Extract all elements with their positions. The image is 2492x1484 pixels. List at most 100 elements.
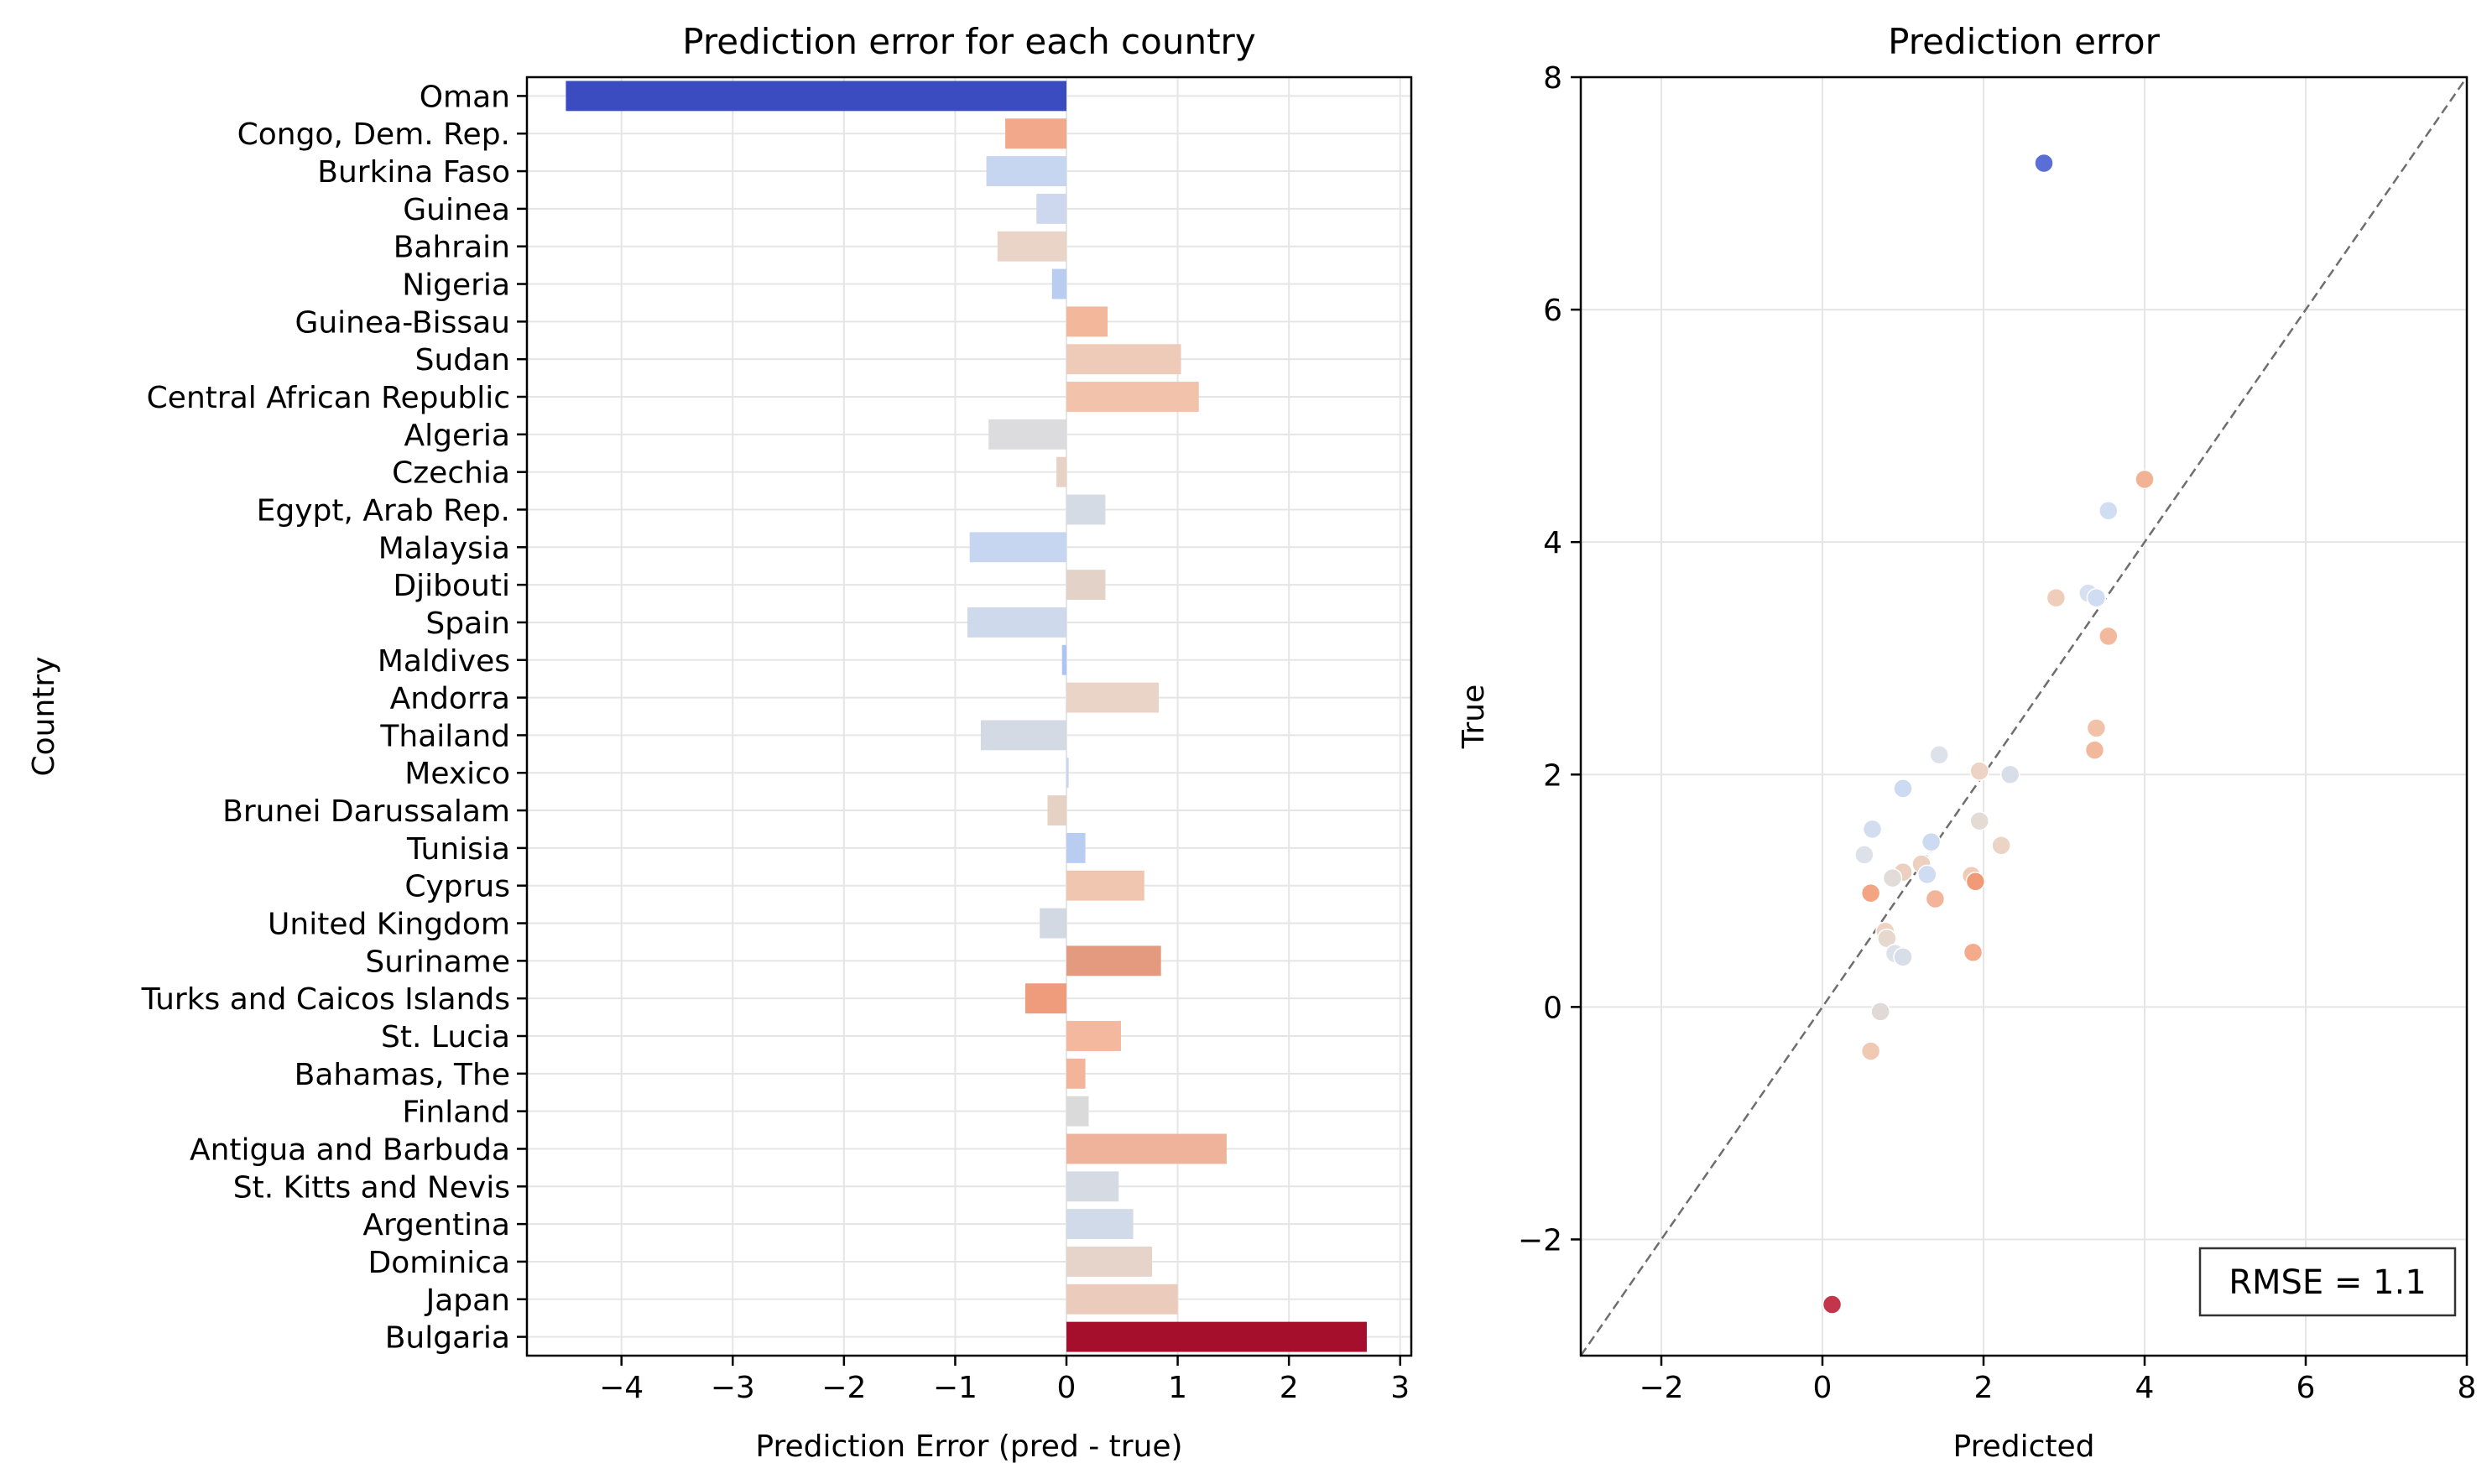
scatter-point: [2086, 718, 2107, 738]
bar: [1066, 344, 1181, 375]
bar: [1066, 570, 1106, 601]
rmse-annotation-box: [2198, 1247, 2457, 1317]
scatter-chart-x-ticks: −2 0 2 4 6 8: [1639, 1356, 2476, 1405]
country-label: Czechia: [392, 456, 510, 491]
country-label: Mexico: [404, 757, 510, 791]
bar-chart-frame: [525, 76, 1413, 1357]
country-label: United Kingdom: [268, 908, 510, 942]
country-label: Finland: [402, 1096, 510, 1130]
x-tick-label: 0: [1813, 1371, 1833, 1405]
bar: [1051, 268, 1067, 299]
bar: [1066, 306, 1108, 337]
bar: [1066, 832, 1086, 863]
country-label: Brunei Darussalam: [222, 794, 510, 829]
bar: [1066, 1209, 1134, 1240]
x-tick-label: −3: [711, 1371, 755, 1405]
y-tick-label: 0: [1543, 991, 1562, 1025]
x-tick-label: −2: [1639, 1371, 1683, 1405]
scatter-point: [2046, 587, 2067, 608]
bar: [1066, 1321, 1367, 1352]
bar: [1061, 644, 1067, 675]
bar: [1066, 1096, 1089, 1127]
bar-chart-bars: [566, 81, 1367, 1352]
x-tick-label: −2: [821, 1371, 866, 1405]
bar: [997, 231, 1067, 262]
scatter-point: [1917, 864, 1937, 885]
scatter-point: [1991, 836, 2011, 856]
country-label: Djibouti: [393, 569, 510, 603]
bar-chart-title: Prediction error for each country: [682, 21, 1255, 62]
bar: [988, 419, 1067, 450]
bar-chart-grid: [527, 77, 1411, 1356]
country-label: Japan: [425, 1284, 510, 1318]
bar: [980, 720, 1067, 751]
country-label: Guinea-Bissau: [295, 305, 510, 340]
scatter-point: [1999, 764, 2020, 785]
y-tick-label: 8: [1543, 61, 1562, 96]
x-tick-label: 2: [1280, 1371, 1299, 1405]
country-label: Argentina: [362, 1208, 510, 1242]
scatter-point: [2098, 501, 2119, 521]
scatter-chart-identity-line: [1579, 76, 2469, 1356]
country-label: Suriname: [365, 945, 510, 979]
rmse-annotation: RMSE = 1.1: [2229, 1263, 2427, 1302]
country-label: Thailand: [379, 719, 510, 753]
country-label: Dominica: [368, 1246, 511, 1280]
bar-chart-y-axis-label: Country: [27, 656, 61, 776]
bar: [1066, 494, 1106, 525]
bar: [1066, 382, 1199, 412]
scatter-point: [1925, 888, 1946, 909]
country-label: Central African Republic: [147, 381, 510, 415]
scatter-point: [1862, 819, 1883, 840]
scatter-point: [1860, 1041, 1881, 1061]
country-label: Bahamas, The: [295, 1058, 510, 1092]
scatter-chart-x-axis-label: Predicted: [1953, 1429, 2095, 1464]
x-tick-label: −1: [933, 1371, 978, 1405]
country-label: Maldives: [378, 644, 510, 679]
bar: [1066, 1171, 1119, 1202]
country-label: Guinea: [403, 193, 510, 227]
scatter-point: [2135, 469, 2155, 490]
bar: [1040, 908, 1067, 939]
bar: [1005, 118, 1067, 149]
x-tick-label: −4: [599, 1371, 644, 1405]
scatter-point: [1877, 928, 1897, 949]
country-label: Sudan: [415, 343, 510, 378]
scatter-point: [2034, 153, 2054, 174]
bar: [1056, 456, 1067, 487]
scatter-chart: −2 0 2 4 6 8 −2 0 2 4 6 8 Prediction error Predict…: [1457, 21, 2476, 1464]
bar: [1066, 758, 1069, 789]
country-label: Egypt, Arab Rep.: [257, 493, 510, 528]
bar: [1066, 1021, 1121, 1051]
scatter-point: [2098, 626, 2119, 647]
country-label: Burkina Faso: [317, 155, 510, 190]
scatter-point: [2084, 740, 2105, 760]
scatter-chart-frame: [1579, 76, 2469, 1357]
country-label: Turks and Caicos Islands: [141, 982, 510, 1017]
bar: [1066, 1247, 1153, 1277]
bar: [1024, 983, 1067, 1014]
country-label: Algeria: [404, 419, 511, 453]
country-label: Spain: [425, 607, 510, 641]
scatter-point: [1929, 744, 1949, 765]
scatter-point: [1854, 845, 1874, 865]
bar: [1066, 1133, 1227, 1164]
scatter-point: [1893, 947, 1913, 967]
x-tick-label: 6: [2296, 1371, 2316, 1405]
scatter-point: [1893, 778, 1913, 799]
scatter-point: [1870, 1002, 1890, 1022]
y-tick-label: 4: [1543, 526, 1562, 560]
scatter-point: [1860, 883, 1881, 903]
x-tick-label: 3: [1390, 1371, 1410, 1405]
x-tick-label: 2: [1974, 1371, 1994, 1405]
country-label: Congo, Dem. Rep.: [237, 117, 510, 152]
country-label: Malaysia: [378, 531, 510, 565]
bar: [1036, 193, 1067, 224]
scatter-chart-y-axis-label: True: [1457, 685, 1491, 749]
country-label: Bulgaria: [385, 1321, 510, 1356]
x-tick-label: 1: [1168, 1371, 1187, 1405]
x-tick-label: 4: [2135, 1371, 2155, 1405]
scatter-chart-y-ticks: −2 0 2 4 6 8: [1518, 61, 1581, 1257]
